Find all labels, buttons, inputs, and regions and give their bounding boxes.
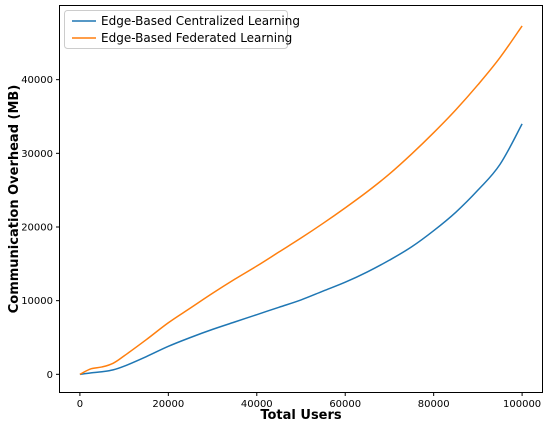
x-tick-label: 80000: [418, 399, 450, 410]
legend-box: [64, 10, 288, 49]
x-tick-label: 40000: [241, 399, 273, 410]
legend-label-centralized: Edge-Based Centralized Learning: [101, 14, 300, 28]
y-tick-label: 20000: [21, 222, 53, 233]
series-lines: [79, 25, 523, 376]
x-axis-ticks: 0 20000 40000 60000 80000 100000: [77, 392, 541, 410]
x-tick-label: 0: [77, 399, 83, 410]
plot-area: [59, 5, 543, 393]
y-axis-label: Communication Overhead (MB): [7, 85, 22, 314]
series-line-federated: [79, 25, 523, 375]
y-tick-label: 30000: [21, 149, 53, 160]
x-axis-label: Total Users: [260, 408, 342, 423]
x-tick-label: 100000: [503, 399, 541, 410]
y-tick-label: 40000: [21, 75, 53, 86]
y-axis-ticks: 0 10000 20000 30000 40000: [21, 75, 60, 381]
legend-label-federated: Edge-Based Federated Learning: [101, 31, 292, 45]
x-tick-label: 60000: [329, 399, 361, 410]
y-tick-label: 10000: [21, 296, 53, 307]
series-line-centralized: [79, 123, 523, 376]
legend: Edge-Based Centralized Learning Edge-Bas…: [64, 10, 300, 49]
x-tick-label: 20000: [152, 399, 184, 410]
y-tick-label: 0: [47, 370, 53, 381]
